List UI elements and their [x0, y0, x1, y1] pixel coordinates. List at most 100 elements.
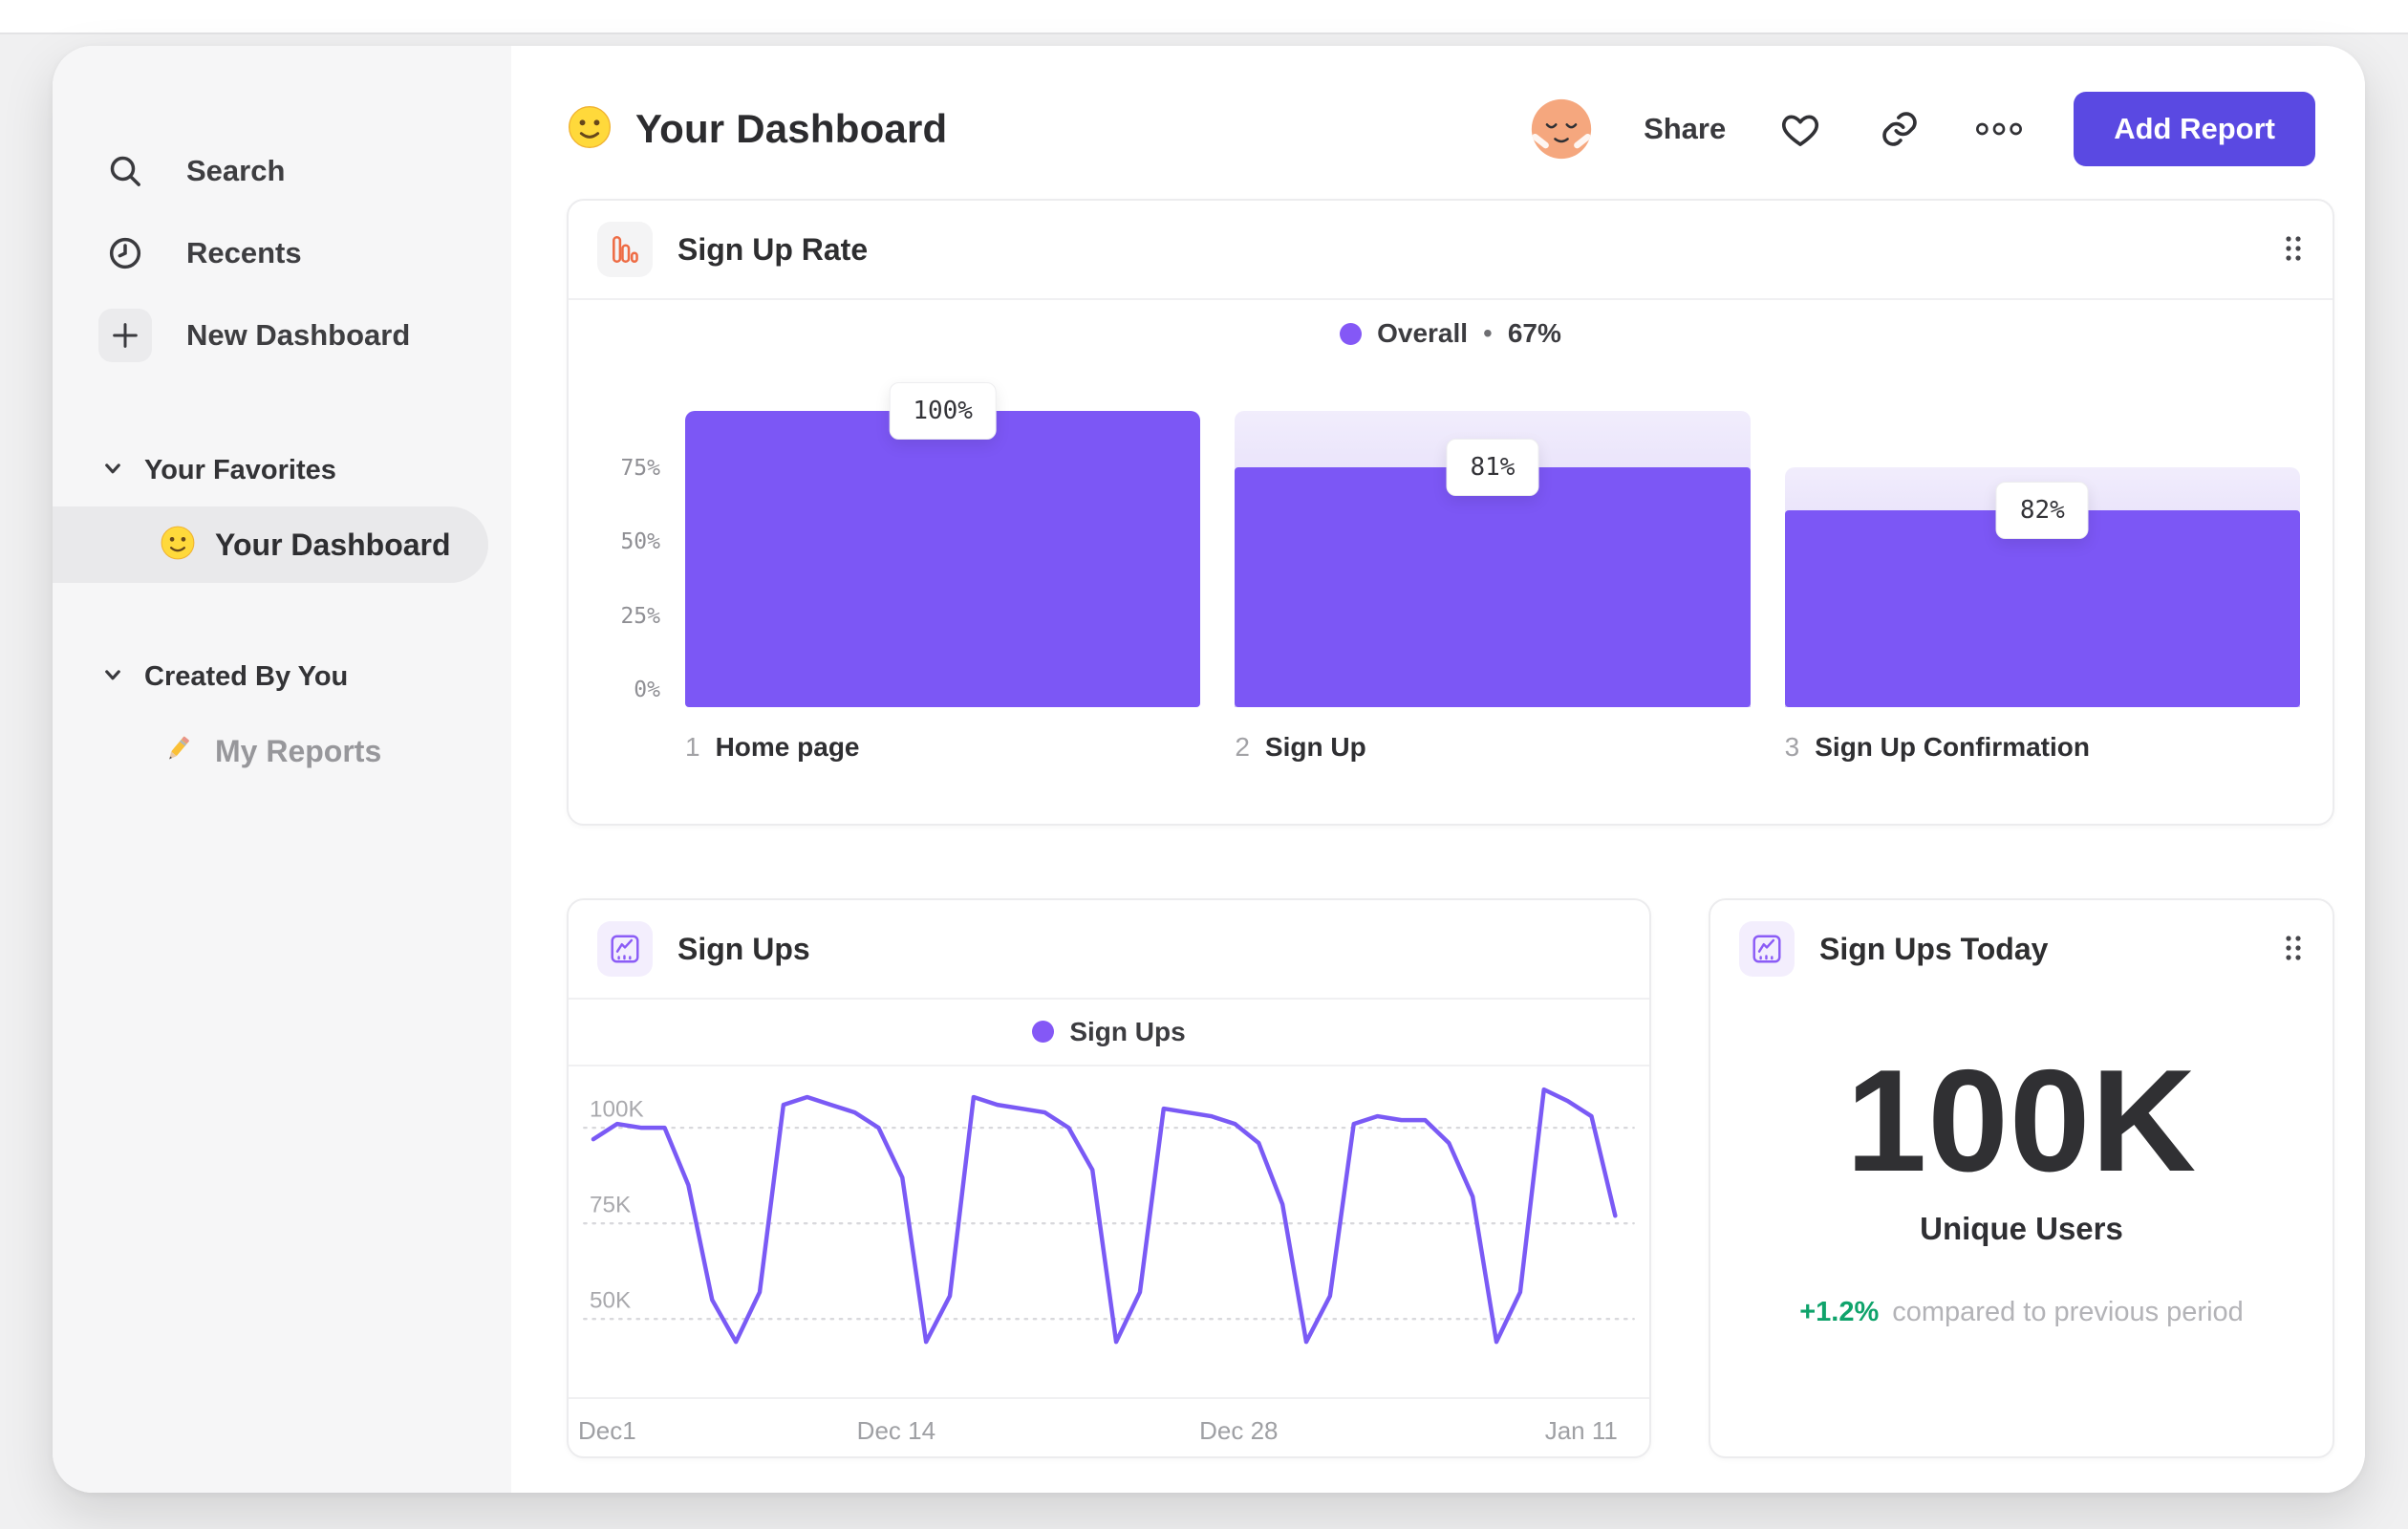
y-tick-label: 25% — [620, 603, 660, 629]
search-icon — [98, 144, 152, 198]
sign-ups-today-card: Sign Ups Today 100K Unique Users — [1709, 898, 2334, 1458]
page-header: Your Dashboard S — [511, 46, 2365, 199]
app-window: Search Recents New Dashboard — [53, 46, 2365, 1493]
sidebar-item-new-dashboard[interactable]: New Dashboard — [53, 294, 511, 377]
funnel-bars: 100% 81% 82% — [685, 382, 2300, 707]
big-number-body: 100K Unique Users +1.2% compared to prev… — [1710, 998, 2333, 1328]
x-tick-label: Dec 14 — [856, 1415, 936, 1445]
bar-chart-icon — [597, 222, 653, 277]
dashboard-content: Sign Up Rate Overall • 67% — [511, 199, 2365, 1458]
step-number: 3 — [1784, 732, 1800, 762]
y-tick-label: 75K — [590, 1192, 631, 1217]
chevron-down-icon — [102, 458, 123, 484]
more-options-icon[interactable] — [1974, 104, 2024, 154]
card-title: Sign Ups — [677, 931, 810, 966]
y-tick-label: 0% — [634, 678, 660, 702]
funnel-value-tooltip: 81% — [1446, 438, 1539, 496]
page-title: Your Dashboard — [635, 106, 948, 151]
section-label: Your Favorites — [144, 454, 336, 485]
sign-up-rate-card: Sign Up Rate Overall • 67% — [567, 199, 2334, 826]
funnel-bar-fill — [1784, 510, 2300, 707]
y-tick-label: 50% — [620, 529, 660, 554]
favorites-section-header[interactable]: Your Favorites — [53, 443, 511, 497]
y-tick-label: 50K — [590, 1288, 631, 1314]
x-tick-label: Dec 28 — [1199, 1415, 1279, 1445]
funnel-bar[interactable]: 82% — [1784, 411, 2300, 707]
sidebar: Search Recents New Dashboard — [53, 46, 511, 1493]
funnel-step-label: 1 Home page — [685, 732, 1200, 763]
sidebar-section-created: Created By You My Reports — [53, 650, 511, 789]
sidebar-item-label: Search — [186, 154, 286, 187]
legend-label: Sign Ups — [1069, 1016, 1186, 1046]
divider — [569, 1396, 1649, 1399]
chevron-down-icon — [102, 664, 123, 690]
pencil-emoji-icon — [160, 731, 196, 772]
divider — [569, 298, 2333, 300]
copy-link-icon[interactable] — [1875, 104, 1924, 154]
sign-ups-card-header: Sign Ups — [569, 900, 1649, 998]
funnel-step-label: 2 Sign Up — [1235, 732, 1750, 763]
line-chart-icon — [1739, 921, 1795, 977]
funnel-value-tooltip: 100% — [889, 382, 997, 440]
sign-ups-card: Sign Ups Sign Ups 100K 75K 50K Dec1 Dec 14 D… — [567, 898, 1651, 1458]
sidebar-item-label: New Dashboard — [186, 318, 411, 352]
background-window-strip — [0, 0, 2408, 34]
step-name: Home page — [715, 732, 860, 762]
funnel-y-axis: 75% 50% 25% 0% — [597, 411, 660, 707]
sidebar-item-label: Your Dashboard — [215, 527, 451, 562]
divider — [569, 1064, 1649, 1066]
sign-up-rate-card-header: Sign Up Rate — [569, 201, 2333, 298]
funnel-bar-fill — [685, 411, 1201, 707]
clock-icon — [98, 226, 152, 280]
sidebar-item-label: Recents — [186, 236, 302, 269]
plus-icon — [98, 309, 152, 362]
line-chart-icon — [597, 921, 653, 977]
funnel-step-label: 3 Sign Up Confirmation — [1785, 732, 2300, 763]
y-tick-label: 75% — [620, 455, 660, 481]
section-label: Created By You — [144, 660, 349, 692]
funnel-bar[interactable]: 81% — [1235, 411, 1751, 707]
step-name: Sign Up — [1264, 732, 1366, 762]
sidebar-item-label: My Reports — [215, 733, 382, 768]
legend-label: Overall — [1377, 318, 1469, 348]
step-number: 2 — [1235, 732, 1250, 762]
divider — [569, 998, 1649, 1000]
line-chart-x-axis: Dec1 Dec 14 Dec 28 Jan 11 — [569, 1399, 1649, 1456]
x-tick-label: Dec1 — [578, 1415, 636, 1445]
sidebar-item-search[interactable]: Search — [53, 130, 511, 212]
line-series — [591, 1087, 1618, 1345]
delta-value: +1.2% — [1799, 1297, 1880, 1328]
legend-value: 67% — [1507, 318, 1561, 348]
delta-description: compared to previous period — [1892, 1297, 2244, 1328]
legend-dot — [1340, 322, 1363, 345]
step-name: Sign Up Confirmation — [1815, 732, 2090, 762]
sidebar-section-favorites: Your Favorites Your Dashboard — [53, 443, 511, 583]
created-section-header[interactable]: Created By You — [53, 650, 511, 703]
favorite-heart-icon[interactable] — [1775, 104, 1825, 154]
funnel-value-tooltip: 82% — [1995, 482, 2089, 540]
sign-ups-today-card-header: Sign Ups Today — [1710, 900, 2333, 998]
share-button[interactable]: Share — [1644, 112, 1727, 145]
line-legend: Sign Ups — [569, 1000, 1649, 1065]
funnel-x-axis: 1 Home page 2 Sign Up 3 Sign Up Confirmation — [685, 732, 2300, 763]
funnel-bar[interactable]: 100% — [685, 382, 1201, 707]
avatar[interactable] — [1529, 97, 1594, 162]
sidebar-item-recents[interactable]: Recents — [53, 212, 511, 294]
funnel-legend: Overall • 67% — [569, 300, 2333, 367]
line-chart: 100K 75K 50K — [583, 1087, 1635, 1345]
smiley-emoji-icon — [160, 525, 196, 566]
sidebar-item-my-reports[interactable]: My Reports — [53, 713, 488, 789]
main-area: Your Dashboard S — [511, 46, 2365, 1493]
card-title: Sign Up Rate — [677, 231, 869, 267]
funnel-bar-fill — [1235, 466, 1751, 707]
funnel-chart: 75% 50% 25% 0% 100% 81% 82% 1 Home page 2 Sign Up 3… — [597, 367, 2304, 824]
big-number-label: Unique Users — [1920, 1211, 2123, 1247]
drag-handle-icon[interactable] — [2283, 933, 2304, 968]
y-tick-label: 100K — [590, 1096, 644, 1122]
legend-separator: • — [1483, 318, 1493, 348]
add-report-button[interactable]: Add Report — [2074, 92, 2315, 166]
sidebar-item-your-dashboard[interactable]: Your Dashboard — [53, 506, 488, 583]
card-title: Sign Ups Today — [1819, 931, 2049, 966]
drag-handle-icon[interactable] — [2283, 233, 2304, 269]
dashboard-emoji-icon — [567, 104, 613, 155]
